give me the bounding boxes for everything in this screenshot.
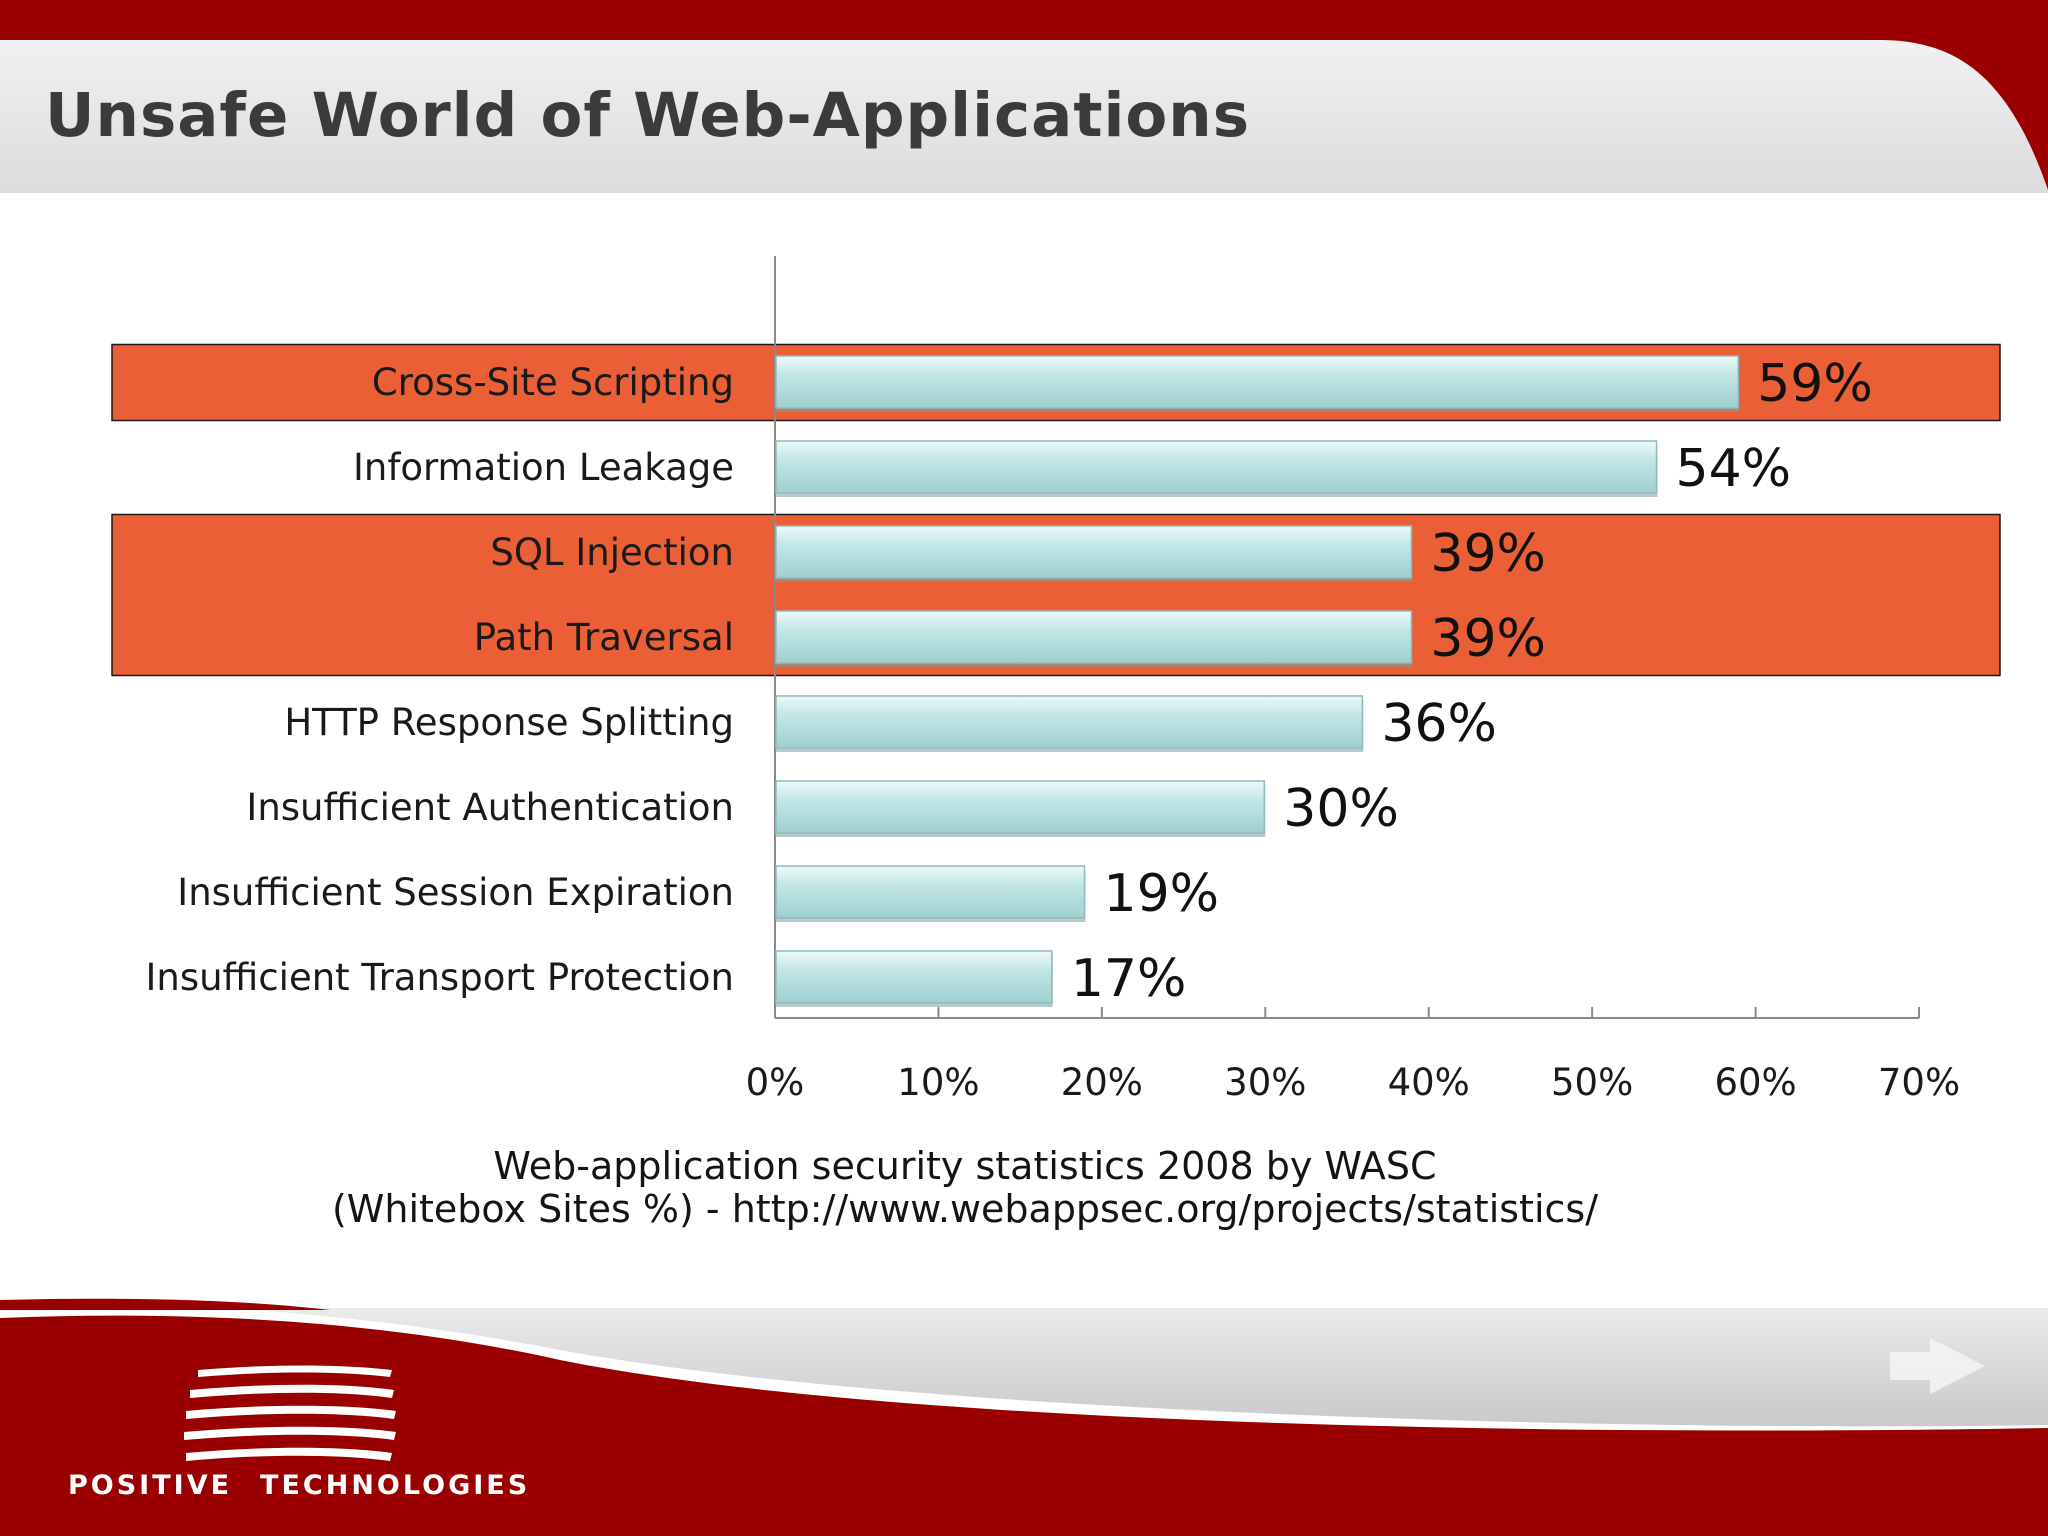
brand-word-positive: POSITIVE: [68, 1470, 233, 1501]
x-tick-label: 70%: [1878, 1061, 1960, 1104]
bar: [775, 780, 1266, 834]
arrow-right-icon[interactable]: [1890, 1338, 1985, 1394]
slide-title: Unsafe World of Web-Applications: [45, 80, 1251, 151]
chart-caption: Web-application security statistics 2008…: [493, 1144, 1437, 1188]
value-label: 39%: [1430, 524, 1546, 584]
bar: [775, 525, 1413, 579]
bar: [775, 865, 1086, 919]
value-label: 19%: [1104, 864, 1220, 924]
footer-red-area: [0, 1315, 2048, 1536]
header-top-band: [0, 0, 2048, 40]
header-band: [0, 40, 2048, 193]
header-corner-swoosh: [1830, 0, 2048, 190]
bar: [775, 440, 1658, 494]
value-label: 59%: [1757, 354, 1873, 414]
brand-word-technologies: TECHNOLOGIES: [260, 1470, 531, 1501]
category-label: Information Leakage: [353, 446, 734, 489]
bar: [775, 950, 1053, 1004]
value-label: 54%: [1676, 439, 1792, 499]
value-label: 39%: [1430, 609, 1546, 669]
positive-technologies-logo: [184, 1365, 396, 1461]
category-label: Insufficient Authentication: [246, 786, 734, 829]
category-label: Insufficient Transport Protection: [145, 956, 734, 999]
value-label: 30%: [1283, 779, 1399, 839]
x-tick-label: 30%: [1224, 1061, 1306, 1104]
x-tick-label: 60%: [1714, 1061, 1796, 1104]
value-label: 17%: [1071, 949, 1187, 1009]
x-tick-label: 0%: [746, 1061, 805, 1104]
chart-source: (Whitebox Sites %) - http://www.webappse…: [331, 1187, 1599, 1231]
x-tick-label: 10%: [897, 1061, 979, 1104]
category-label: SQL Injection: [490, 531, 734, 574]
value-label: 36%: [1381, 694, 1497, 754]
category-label: Insufficient Session Expiration: [177, 871, 734, 914]
bar: [775, 695, 1364, 749]
category-label: Cross-Site Scripting: [372, 361, 734, 404]
footer-band: [0, 1302, 2048, 1427]
bar: [775, 355, 1739, 409]
brand-name: POSITIVE TECHNOLOGIES: [68, 1470, 528, 1501]
footer-red-top-strip: [0, 1298, 330, 1310]
category-label: Path Traversal: [474, 616, 734, 659]
x-tick-label: 50%: [1551, 1061, 1633, 1104]
x-tick-label: 40%: [1388, 1061, 1470, 1104]
x-tick-label: 20%: [1061, 1061, 1143, 1104]
bar: [775, 610, 1413, 664]
category-label: HTTP Response Splitting: [284, 701, 734, 744]
